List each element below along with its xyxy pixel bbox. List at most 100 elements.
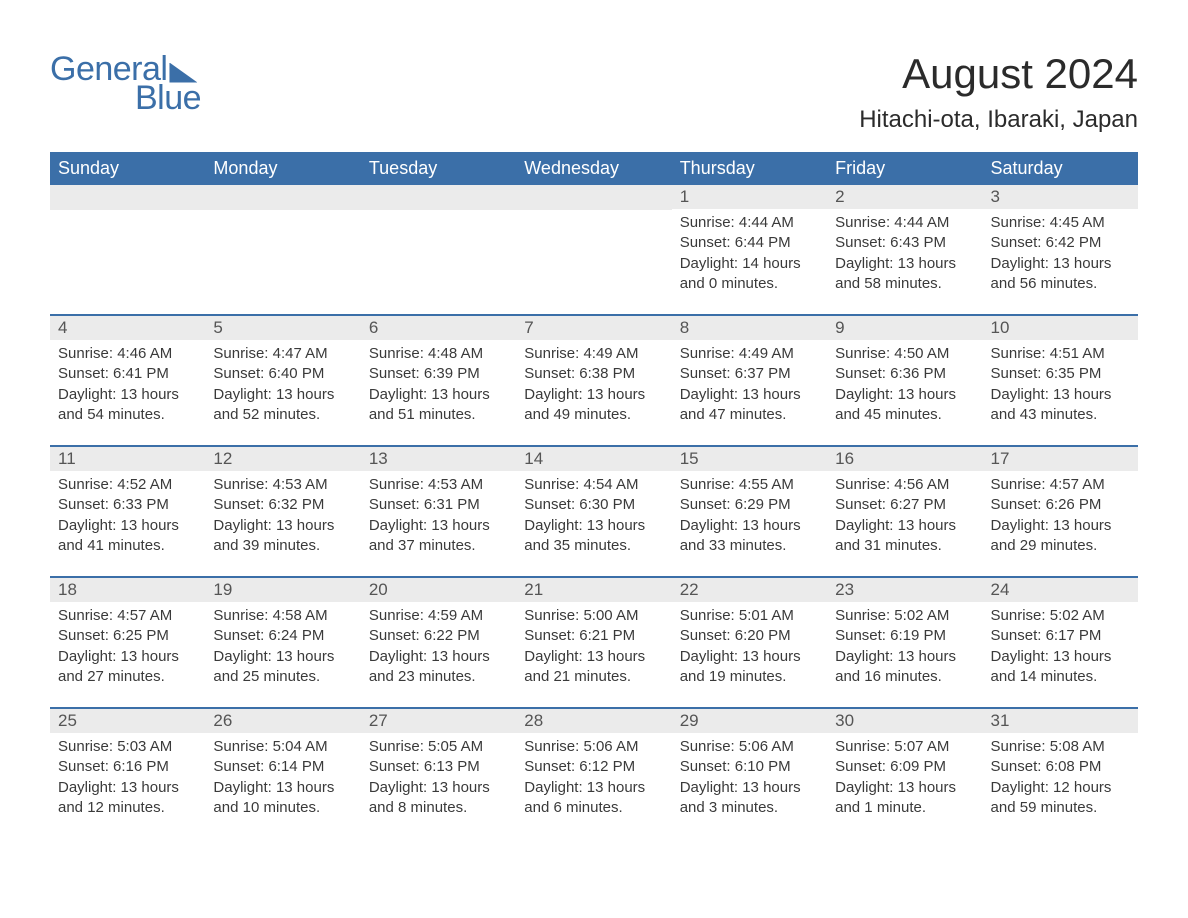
calendar-week: 1Sunrise: 4:44 AMSunset: 6:44 PMDaylight… xyxy=(50,185,1138,296)
page-title: August 2024 xyxy=(859,50,1138,98)
sunset-text: Sunset: 6:41 PM xyxy=(58,364,197,384)
day-number: 16 xyxy=(827,447,982,471)
day-body: Sunrise: 4:57 AMSunset: 6:25 PMDaylight:… xyxy=(50,602,205,689)
calendar-day: 15Sunrise: 4:55 AMSunset: 6:29 PMDayligh… xyxy=(672,447,827,558)
sunrise-text: Sunrise: 4:45 AM xyxy=(991,213,1130,233)
sunset-text: Sunset: 6:25 PM xyxy=(58,626,197,646)
day-header-sat: Saturday xyxy=(983,152,1138,185)
calendar-header-row: Sunday Monday Tuesday Wednesday Thursday… xyxy=(50,152,1138,185)
day-body: Sunrise: 5:02 AMSunset: 6:17 PMDaylight:… xyxy=(983,602,1138,689)
daylight-text: Daylight: 13 hours and 16 minutes. xyxy=(835,647,974,688)
sunset-text: Sunset: 6:36 PM xyxy=(835,364,974,384)
day-number: 4 xyxy=(50,316,205,340)
calendar-day xyxy=(50,185,205,296)
calendar-week: 4 Sunrise: 4:46 AMSunset: 6:41 PM Daylight… xyxy=(50,314,1138,427)
day-body: Sunrise: 5:07 AMSunset: 6:09 PMDaylight:… xyxy=(827,733,982,820)
day-number: 27 xyxy=(361,709,516,733)
day-header-thu: Thursday xyxy=(672,152,827,185)
sunrise-text: Sunrise: 4:46 AM xyxy=(58,344,197,364)
daylight-text: Daylight: 13 hours and 19 minutes. xyxy=(680,647,819,688)
sunset-text: Sunset: 6:31 PM xyxy=(369,495,508,515)
daylight-text: Daylight: 13 hours and 3 minutes. xyxy=(680,778,819,819)
calendar-day: 10Sunrise: 4:51 AMSunset: 6:35 PMDayligh… xyxy=(983,316,1138,427)
day-body: Sunrise: 4:55 AMSunset: 6:29 PMDaylight:… xyxy=(672,471,827,558)
sunset-text: Sunset: 6:17 PM xyxy=(991,626,1130,646)
sunset-text: Sunset: 6:14 PM xyxy=(213,757,352,777)
sunrise-text: Sunrise: 4:47 AM xyxy=(213,344,352,364)
daylight-text: Daylight: 13 hours and 58 minutes. xyxy=(835,254,974,295)
sunrise-text: Sunrise: 4:44 AM xyxy=(680,213,819,233)
day-body: Sunrise: 4:56 AMSunset: 6:27 PMDaylight:… xyxy=(827,471,982,558)
day-number: 31 xyxy=(983,709,1138,733)
sunrise-text: Sunrise: 4:57 AM xyxy=(58,606,197,626)
calendar-day: 31Sunrise: 5:08 AMSunset: 6:08 PMDayligh… xyxy=(983,709,1138,820)
day-number: 7 xyxy=(516,316,671,340)
day-body: Sunrise: 4:52 AMSunset: 6:33 PMDaylight:… xyxy=(50,471,205,558)
sunset-text: Sunset: 6:08 PM xyxy=(991,757,1130,777)
day-body: Sunrise: 5:06 AMSunset: 6:12 PMDaylight:… xyxy=(516,733,671,820)
sunset-text: Sunset: 6:37 PM xyxy=(680,364,819,384)
sunset-text: Sunset: 6:21 PM xyxy=(524,626,663,646)
day-body: Sunrise: 4:50 AMSunset: 6:36 PMDaylight:… xyxy=(827,340,982,427)
daylight-text: Daylight: 14 hours and 0 minutes. xyxy=(680,254,819,295)
day-body: Sunrise: 5:02 AMSunset: 6:19 PMDaylight:… xyxy=(827,602,982,689)
daylight-text: Daylight: 13 hours and 37 minutes. xyxy=(369,516,508,557)
day-body: Sunrise: 4:47 AMSunset: 6:40 PMDaylight:… xyxy=(205,340,360,427)
calendar-day: 22Sunrise: 5:01 AMSunset: 6:20 PMDayligh… xyxy=(672,578,827,689)
daylight-text: Daylight: 13 hours and 31 minutes. xyxy=(835,516,974,557)
sunset-text: Sunset: 6:12 PM xyxy=(524,757,663,777)
calendar-day: 2Sunrise: 4:44 AMSunset: 6:43 PMDaylight… xyxy=(827,185,982,296)
calendar-day: 28Sunrise: 5:06 AMSunset: 6:12 PMDayligh… xyxy=(516,709,671,820)
daylight-text: Daylight: 13 hours and 12 minutes. xyxy=(58,778,197,819)
day-number: 6 xyxy=(361,316,516,340)
daylight-text: Daylight: 13 hours and 14 minutes. xyxy=(991,647,1130,688)
day-body: Sunrise: 4:44 AMSunset: 6:44 PMDaylight:… xyxy=(672,209,827,296)
page-subtitle: Hitachi-ota, Ibaraki, Japan xyxy=(859,106,1138,134)
calendar-day: 17Sunrise: 4:57 AMSunset: 6:26 PMDayligh… xyxy=(983,447,1138,558)
logo: General Blue xyxy=(50,50,201,118)
day-body: Sunrise: 5:08 AMSunset: 6:08 PMDaylight:… xyxy=(983,733,1138,820)
calendar-day: 24Sunrise: 5:02 AMSunset: 6:17 PMDayligh… xyxy=(983,578,1138,689)
calendar-day: 26Sunrise: 5:04 AMSunset: 6:14 PMDayligh… xyxy=(205,709,360,820)
sunset-text: Sunset: 6:27 PM xyxy=(835,495,974,515)
sunset-text: Sunset: 6:10 PM xyxy=(680,757,819,777)
daylight-text: Daylight: 13 hours and 35 minutes. xyxy=(524,516,663,557)
sunrise-text: Sunrise: 4:57 AM xyxy=(991,475,1130,495)
calendar-day: 1Sunrise: 4:44 AMSunset: 6:44 PMDaylight… xyxy=(672,185,827,296)
day-header-fri: Friday xyxy=(827,152,982,185)
sunset-text: Sunset: 6:42 PM xyxy=(991,233,1130,253)
sunset-text: Sunset: 6:09 PM xyxy=(835,757,974,777)
calendar-day: 5Sunrise: 4:47 AMSunset: 6:40 PMDaylight… xyxy=(205,316,360,427)
calendar-week: 11Sunrise: 4:52 AMSunset: 6:33 PMDayligh… xyxy=(50,445,1138,558)
daylight-text: Daylight: 13 hours and 6 minutes. xyxy=(524,778,663,819)
calendar: Sunday Monday Tuesday Wednesday Thursday… xyxy=(50,152,1138,820)
daylight-text: Daylight: 13 hours and 49 minutes. xyxy=(524,385,663,426)
day-number: 21 xyxy=(516,578,671,602)
day-number: 24 xyxy=(983,578,1138,602)
sunrise-text: Sunrise: 4:53 AM xyxy=(213,475,352,495)
day-body: Sunrise: 4:54 AMSunset: 6:30 PMDaylight:… xyxy=(516,471,671,558)
day-number: 12 xyxy=(205,447,360,471)
day-body: Sunrise: 4:48 AMSunset: 6:39 PMDaylight:… xyxy=(361,340,516,427)
sunrise-text: Sunrise: 4:59 AM xyxy=(369,606,508,626)
day-body: Sunrise: 5:04 AMSunset: 6:14 PMDaylight:… xyxy=(205,733,360,820)
sunset-text: Sunset: 6:19 PM xyxy=(835,626,974,646)
calendar-day: 19Sunrise: 4:58 AMSunset: 6:24 PMDayligh… xyxy=(205,578,360,689)
day-number: 23 xyxy=(827,578,982,602)
day-number: 1 xyxy=(672,185,827,209)
calendar-day: 23Sunrise: 5:02 AMSunset: 6:19 PMDayligh… xyxy=(827,578,982,689)
calendar-day: 7Sunrise: 4:49 AMSunset: 6:38 PMDaylight… xyxy=(516,316,671,427)
day-number: 9 xyxy=(827,316,982,340)
sunrise-text: Sunrise: 4:56 AM xyxy=(835,475,974,495)
day-body: Sunrise: 5:01 AMSunset: 6:20 PMDaylight:… xyxy=(672,602,827,689)
day-number: 3 xyxy=(983,185,1138,209)
day-header-tue: Tuesday xyxy=(361,152,516,185)
sunset-text: Sunset: 6:38 PM xyxy=(524,364,663,384)
day-number: 28 xyxy=(516,709,671,733)
daylight-text: Daylight: 13 hours and 33 minutes. xyxy=(680,516,819,557)
weeks-container: 1Sunrise: 4:44 AMSunset: 6:44 PMDaylight… xyxy=(50,185,1138,820)
day-number: 5 xyxy=(205,316,360,340)
day-number: 8 xyxy=(672,316,827,340)
daylight-text: Daylight: 13 hours and 10 minutes. xyxy=(213,778,352,819)
day-number: 26 xyxy=(205,709,360,733)
